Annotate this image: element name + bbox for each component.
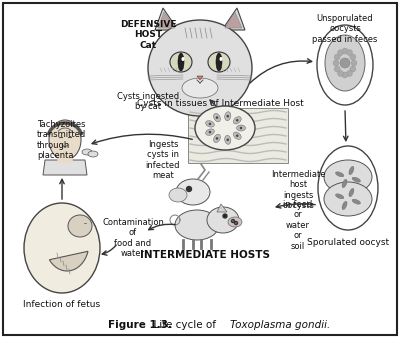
Ellipse shape	[336, 172, 344, 177]
Ellipse shape	[68, 215, 92, 237]
Text: DEFENSIVE
HOST
Cat: DEFENSIVE HOST Cat	[120, 20, 176, 50]
Text: in feed
or
water
or
soil: in feed or water or soil	[283, 200, 313, 250]
Ellipse shape	[216, 137, 218, 140]
Ellipse shape	[226, 139, 229, 141]
Ellipse shape	[176, 179, 210, 205]
Text: Cysts in tissues of Intermediate Host: Cysts in tissues of Intermediate Host	[137, 99, 303, 108]
Text: Ingests
cysts in
infected
meat: Ingests cysts in infected meat	[146, 140, 180, 180]
Ellipse shape	[186, 187, 192, 192]
Ellipse shape	[216, 53, 222, 71]
Text: Unsporulated
oocysts
passed in feces: Unsporulated oocysts passed in feces	[312, 14, 378, 44]
Ellipse shape	[317, 25, 373, 105]
Text: Cysts ingested
by cat: Cysts ingested by cat	[117, 92, 179, 112]
Ellipse shape	[351, 60, 357, 66]
Ellipse shape	[209, 123, 211, 125]
Ellipse shape	[214, 134, 220, 143]
Ellipse shape	[209, 131, 211, 134]
Text: Contamination
of
food and
water: Contamination of food and water	[102, 218, 164, 258]
Text: Tachyzoites
transmitted
through
placenta: Tachyzoites transmitted through placenta	[37, 120, 86, 160]
Ellipse shape	[178, 53, 184, 71]
Ellipse shape	[236, 125, 246, 131]
Ellipse shape	[206, 129, 214, 135]
Ellipse shape	[226, 115, 229, 117]
Ellipse shape	[324, 160, 372, 194]
Ellipse shape	[82, 149, 92, 155]
Ellipse shape	[228, 217, 242, 227]
Ellipse shape	[208, 52, 230, 72]
Ellipse shape	[169, 188, 187, 202]
Polygon shape	[49, 251, 88, 271]
Text: Life cycle of: Life cycle of	[147, 320, 219, 330]
Ellipse shape	[336, 194, 344, 199]
Ellipse shape	[206, 121, 214, 127]
Text: Intermediate
host
ingests
oocysts: Intermediate host ingests oocysts	[271, 170, 325, 210]
Ellipse shape	[232, 219, 234, 222]
Text: Infection of fetus: Infection of fetus	[24, 300, 100, 309]
Polygon shape	[222, 8, 245, 30]
Ellipse shape	[342, 179, 347, 188]
Ellipse shape	[195, 106, 255, 150]
Ellipse shape	[318, 146, 378, 230]
Ellipse shape	[334, 66, 340, 72]
Ellipse shape	[349, 166, 354, 175]
Ellipse shape	[207, 207, 239, 233]
Ellipse shape	[346, 50, 352, 56]
Ellipse shape	[350, 54, 356, 60]
Ellipse shape	[182, 78, 218, 98]
Ellipse shape	[334, 54, 340, 60]
Bar	[188, 108, 288, 163]
Ellipse shape	[148, 20, 252, 116]
Ellipse shape	[216, 116, 218, 119]
Text: Toxoplasma gondii.: Toxoplasma gondii.	[230, 320, 330, 330]
Ellipse shape	[346, 70, 352, 76]
Polygon shape	[158, 12, 175, 28]
Ellipse shape	[233, 132, 241, 139]
Ellipse shape	[340, 58, 350, 68]
Ellipse shape	[220, 57, 222, 61]
Ellipse shape	[233, 117, 241, 124]
Polygon shape	[225, 12, 242, 28]
Ellipse shape	[170, 52, 192, 72]
Ellipse shape	[88, 151, 98, 157]
Ellipse shape	[325, 35, 365, 91]
Polygon shape	[217, 204, 227, 212]
Ellipse shape	[240, 127, 242, 129]
Ellipse shape	[338, 50, 344, 56]
Ellipse shape	[24, 203, 100, 293]
Ellipse shape	[236, 135, 238, 137]
Ellipse shape	[342, 201, 347, 210]
Text: INTERMEDIATE HOSTS: INTERMEDIATE HOSTS	[140, 250, 270, 260]
Ellipse shape	[234, 221, 238, 224]
Ellipse shape	[342, 72, 348, 78]
Ellipse shape	[214, 114, 220, 122]
Ellipse shape	[324, 182, 372, 216]
Polygon shape	[155, 8, 178, 30]
Ellipse shape	[223, 214, 227, 218]
Ellipse shape	[352, 177, 360, 182]
Ellipse shape	[338, 70, 344, 76]
Ellipse shape	[333, 60, 339, 66]
Polygon shape	[197, 76, 203, 80]
Text: Sporulated oocyst: Sporulated oocyst	[307, 238, 389, 247]
Ellipse shape	[350, 66, 356, 72]
Ellipse shape	[352, 199, 360, 204]
Ellipse shape	[236, 119, 238, 122]
Ellipse shape	[182, 57, 184, 61]
Ellipse shape	[225, 135, 231, 144]
Ellipse shape	[342, 48, 348, 54]
Ellipse shape	[349, 188, 354, 197]
Text: Figure 1.3.: Figure 1.3.	[108, 320, 172, 330]
Ellipse shape	[225, 112, 231, 121]
Ellipse shape	[49, 120, 81, 160]
Ellipse shape	[175, 210, 219, 240]
Polygon shape	[43, 160, 87, 175]
